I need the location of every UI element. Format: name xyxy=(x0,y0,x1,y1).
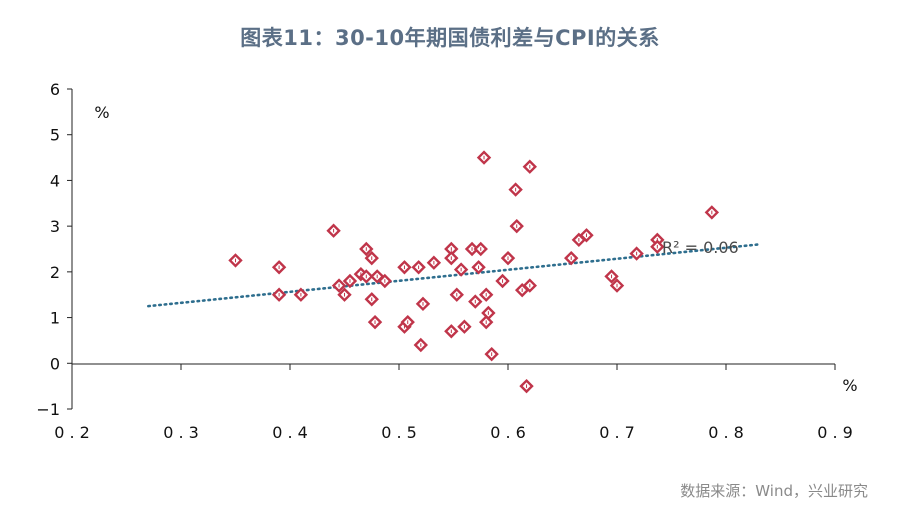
y-tick-label: 0 xyxy=(50,354,60,373)
x-tick-label: 0 . 9 xyxy=(817,423,853,442)
chart-title: 图表11：30-10年期国债利差与CPI的关系 xyxy=(240,26,660,50)
x-tick-label: 0 . 7 xyxy=(599,423,635,442)
x-tick-label: 0 . 5 xyxy=(381,423,417,442)
source-note: 数据来源：Wind，兴业研究 xyxy=(680,482,868,500)
x-tick-label: 0 . 6 xyxy=(490,423,526,442)
x-tick-label: 0 . 8 xyxy=(708,423,744,442)
x-axis-unit: % xyxy=(842,376,857,395)
y-tick-label: 3 xyxy=(50,217,60,236)
y-tick-label: −1 xyxy=(36,400,60,419)
r-squared-label: R² = 0.06 xyxy=(662,238,739,257)
trendline xyxy=(147,243,761,308)
y-tick-label: 6 xyxy=(50,80,60,99)
y-axis-unit: % xyxy=(94,103,109,122)
y-tick-label: 2 xyxy=(50,263,60,282)
y-tick-label: 5 xyxy=(50,126,60,145)
x-tick-label: 0 . 3 xyxy=(163,423,199,442)
y-tick-label: 4 xyxy=(50,171,60,190)
x-tick-label: 0 . 2 xyxy=(54,423,90,442)
y-tick-label: 1 xyxy=(50,309,60,328)
x-tick-label: 0 . 4 xyxy=(272,423,308,442)
